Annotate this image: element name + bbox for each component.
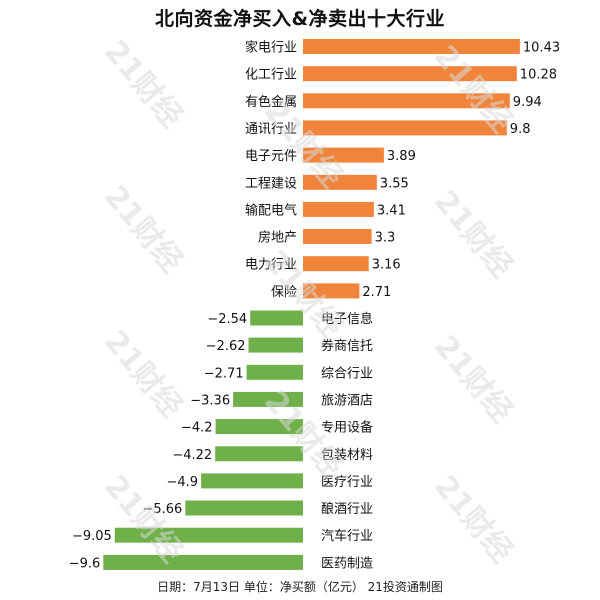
bar-19 <box>103 554 303 570</box>
value-label-19: −9.6 <box>69 556 101 571</box>
category-label-13: 旅游酒店 <box>321 393 373 408</box>
category-label-9: 保险 <box>271 285 297 300</box>
category-label-17: 酿酒行业 <box>321 501 373 517</box>
value-label-2: 9.94 <box>513 95 542 110</box>
bar-4 <box>303 147 384 163</box>
value-label-10: −2.54 <box>207 312 247 327</box>
bar-12 <box>246 364 303 380</box>
value-label-1: 10.28 <box>520 68 557 83</box>
value-label-13: −3.36 <box>190 393 230 408</box>
value-label-16: −4.9 <box>167 475 199 490</box>
category-label-5: 工程建设 <box>245 176 297 191</box>
category-label-19: 医药制造 <box>321 556 373 571</box>
category-label-16: 医疗行业 <box>321 475 373 490</box>
category-label-1: 化工行业 <box>245 68 297 83</box>
value-label-14: −4.2 <box>181 421 213 436</box>
bar-9 <box>303 283 360 299</box>
bar-7 <box>303 229 372 244</box>
value-label-7: 3.3 <box>375 231 396 246</box>
bar-10 <box>250 310 303 326</box>
value-label-3: 9.8 <box>510 122 531 137</box>
bar-6 <box>303 201 374 217</box>
bar-14 <box>215 419 303 435</box>
category-label-11: 券商信托 <box>321 338 373 354</box>
category-label-12: 综合行业 <box>321 366 373 381</box>
category-label-4: 电子元件 <box>245 149 297 164</box>
value-label-18: −9.05 <box>72 529 112 544</box>
category-label-10: 电子信息 <box>321 311 373 327</box>
chart-title: 北向资金净买入&净卖出十大行业 <box>154 8 446 30</box>
category-label-0: 家电行业 <box>245 40 297 56</box>
value-label-8: 3.16 <box>372 258 401 273</box>
category-label-6: 输配电气 <box>245 202 297 218</box>
category-label-7: 房地产 <box>258 230 297 246</box>
bar-13 <box>233 391 303 407</box>
value-label-11: −2.62 <box>206 339 246 354</box>
value-label-6: 3.41 <box>377 203 406 218</box>
bar-2 <box>303 93 510 109</box>
chart-footer: 日期：7月13日 单位：净买额（亿元） 21投资通制图 <box>157 580 443 594</box>
bar-0 <box>303 39 520 54</box>
value-label-4: 3.89 <box>387 149 416 164</box>
bar-16 <box>201 473 303 489</box>
value-label-17: −5.66 <box>142 502 182 517</box>
bar-18 <box>114 527 303 543</box>
value-label-5: 3.55 <box>380 176 409 191</box>
value-label-0: 10.43 <box>523 41 560 56</box>
bar-8 <box>303 256 369 272</box>
category-label-18: 汽车行业 <box>321 528 373 544</box>
category-label-2: 有色金属 <box>245 94 297 110</box>
category-label-15: 包装材料 <box>321 448 373 463</box>
value-label-15: −4.22 <box>172 448 212 463</box>
value-label-12: −2.71 <box>204 366 244 381</box>
bar-1 <box>303 66 517 82</box>
value-label-9: 2.71 <box>362 285 391 300</box>
category-label-8: 电力行业 <box>245 258 297 273</box>
bar-3 <box>303 120 507 136</box>
category-label-3: 通讯行业 <box>245 122 297 137</box>
bar-11 <box>248 337 303 353</box>
bar-15 <box>215 446 303 462</box>
category-label-14: 专用设备 <box>321 420 373 436</box>
bar-5 <box>303 174 377 190</box>
bar-17 <box>185 500 303 516</box>
